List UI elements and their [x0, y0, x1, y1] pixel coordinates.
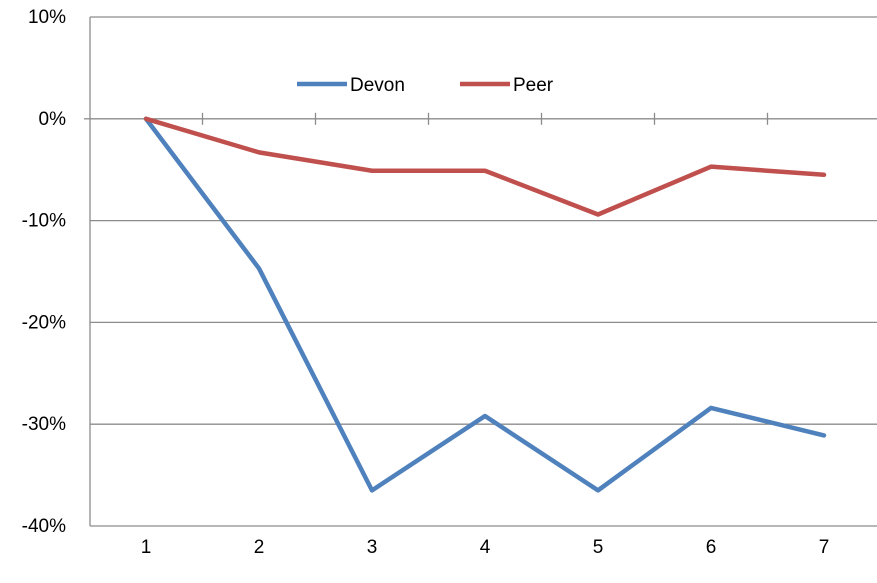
x-tick-label: 1	[141, 537, 152, 558]
y-tick-label: -40%	[22, 516, 66, 537]
x-tick-label: 5	[593, 537, 604, 558]
x-tick-label: 7	[819, 537, 830, 558]
legend: Devon Peer	[297, 75, 554, 96]
x-tick-label: 2	[254, 537, 265, 558]
y-tick-label: -30%	[22, 414, 66, 435]
series-line-peer	[146, 119, 824, 215]
y-tick-label: -10%	[22, 211, 66, 232]
gridlines	[90, 17, 877, 526]
y-tick-label: 0%	[39, 109, 67, 130]
legend-label-peer: Peer	[513, 75, 554, 96]
series-line-devon	[146, 119, 824, 491]
legend-label-devon: Devon	[350, 75, 405, 96]
y-axis-tick-labels: 10% 0% -10% -20% -30% -40%	[22, 7, 66, 537]
axes	[84, 17, 877, 526]
x-tick-label: 3	[367, 537, 378, 558]
x-tick-label: 6	[706, 537, 717, 558]
y-tick-label: -20%	[22, 312, 66, 333]
x-tick-label: 4	[480, 537, 491, 558]
y-tick-label: 10%	[28, 7, 66, 28]
x-axis-tick-labels: 1 2 3 4 5 6 7	[141, 537, 830, 558]
series-lines	[146, 119, 824, 491]
